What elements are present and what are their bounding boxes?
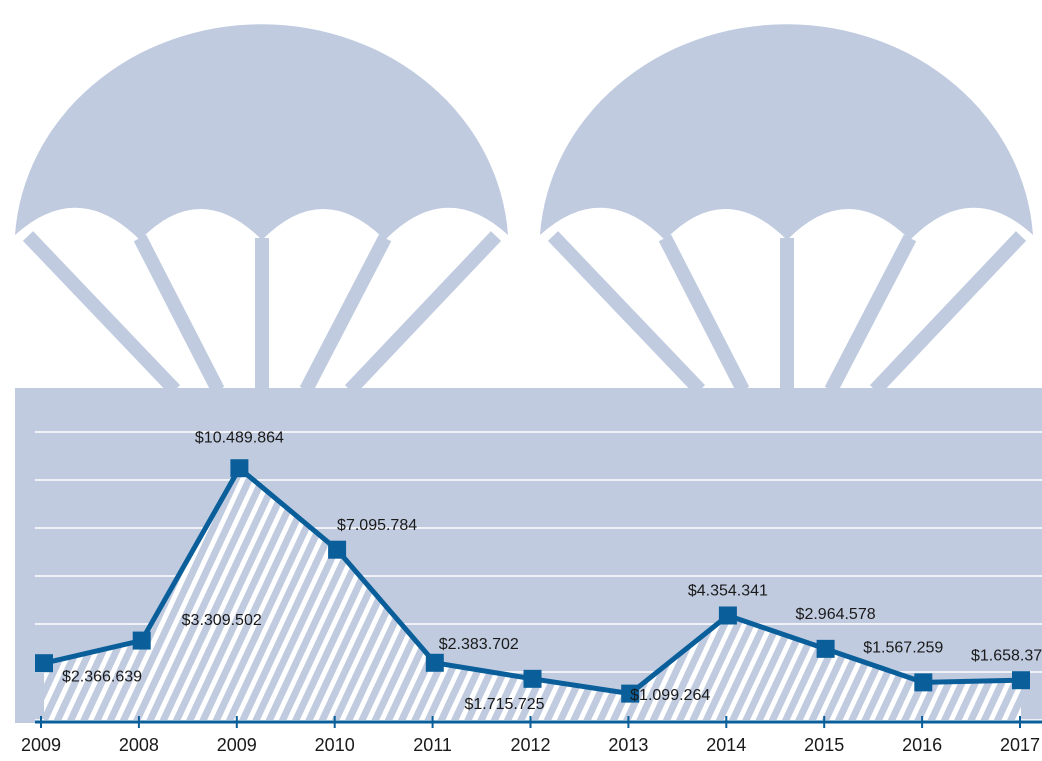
value-label: $2.366.639 (62, 668, 142, 685)
marker (328, 540, 347, 559)
value-label: $3.309.502 (182, 612, 262, 629)
value-label: $1.715.725 (464, 696, 544, 713)
x-tick-label: 2016 (902, 735, 942, 755)
x-tick-label: 2010 (315, 735, 355, 755)
x-tick-label: 2015 (804, 735, 844, 755)
marker (425, 653, 444, 672)
parachute-right (540, 24, 1033, 395)
value-label: $4.354.341 (688, 583, 768, 600)
marker (1012, 671, 1030, 690)
marker (621, 684, 640, 703)
x-tick-label: 2017 (1000, 735, 1040, 755)
marker (523, 669, 542, 688)
value-label: $1.567.259 (863, 640, 943, 657)
x-tick-label: 2013 (608, 735, 648, 755)
area (44, 468, 1021, 720)
x-tick-label: 2009 (217, 735, 257, 755)
marker (230, 459, 249, 478)
value-label: $7.095.784 (337, 517, 417, 534)
marker (718, 606, 737, 625)
x-tick-label: 2008 (119, 735, 159, 755)
x-tick-label: 2009 (21, 735, 61, 755)
value-label: $1.658.374 (971, 647, 1042, 664)
x-tick-label: 2014 (706, 735, 746, 755)
x-tick-label: 2012 (510, 735, 550, 755)
parachutes (15, 24, 1033, 395)
marker (816, 639, 835, 658)
marker (914, 673, 933, 692)
x-tick-label: 2011 (413, 735, 452, 755)
marker (35, 654, 53, 673)
parachute-left (15, 24, 508, 395)
value-label: $10.489.864 (195, 429, 284, 446)
value-label: $2.383.702 (439, 636, 519, 653)
value-label: $1.099.264 (630, 687, 710, 704)
marker (132, 631, 151, 650)
value-label: $2.964.578 (796, 606, 876, 623)
